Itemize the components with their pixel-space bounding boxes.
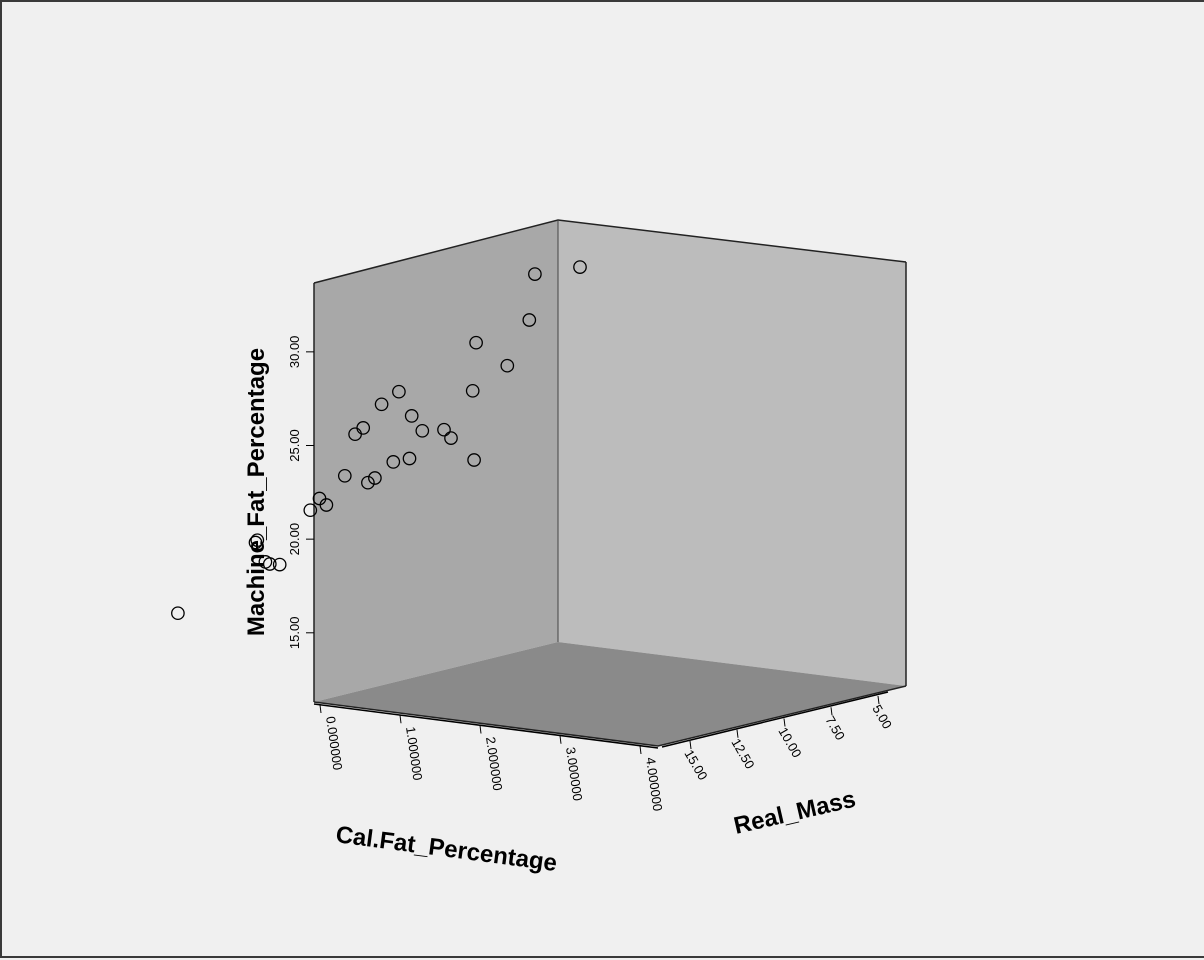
z-tick-label: 5.00 [869,702,895,731]
z-tick-label: 15.00 [681,747,710,783]
z-tick-label: 7.50 [822,713,848,742]
z-tick-mark [689,740,692,750]
data-point [573,260,587,274]
data-point [262,557,277,571]
data-point [303,503,318,518]
y-axis: 15.00 20.00 25.00 30.00 Machine_Fat_Percent… [243,336,314,649]
data-point [522,313,537,327]
y-tick-label: 25.00 [287,429,302,462]
data-point [500,358,515,373]
z-tick-mark [783,718,786,727]
x-tick-mark [639,745,642,755]
z-tick-label: 10.00 [775,725,804,761]
data-point [402,451,417,466]
x-tick-label: 0.000000 [323,715,345,771]
y-axis-title: Machine_Fat_Percentage [243,348,270,636]
data-point [272,557,287,572]
data-point [374,397,389,412]
z-tick-mark [736,729,739,738]
x-tick-label: 2.000000 [483,736,505,792]
y-tick-label: 20.00 [287,523,302,556]
data-point [444,431,458,445]
data-point [469,335,483,350]
data-point [528,267,542,281]
left-wall [314,220,558,702]
z-tick-mark [877,695,880,705]
data-point [465,383,480,398]
front-bottom-edges [313,685,907,747]
x-axis-line [313,703,659,749]
x-tick-mark [399,715,402,724]
data-point [404,409,419,423]
data-point [248,535,263,550]
x-tick-label: 4.000000 [643,756,665,812]
data-point [319,498,334,512]
data-point [368,471,382,485]
z-axis-title: Real_Mass [731,786,858,840]
data-point [171,606,185,621]
back-wall [558,220,906,686]
y-tick-label: 15.00 [287,617,302,650]
x-tick-mark [559,735,562,744]
x-tick-mark [319,704,322,714]
x-tick-label: 3.000000 [563,746,585,802]
data-point [356,421,371,435]
data-point [361,475,375,490]
data-point [337,468,352,483]
data-point [467,453,481,467]
z-tick-mark [830,707,833,716]
data-point [392,384,406,399]
data-point [437,422,451,437]
x-tick-mark [479,725,482,734]
plot-box [313,219,907,747]
z-axis-line [661,691,889,748]
data-point [250,533,265,548]
floor [314,642,906,746]
y-tick-label: 30.00 [287,336,302,369]
data-point [386,455,401,469]
x-tick-label: 1.000000 [403,726,425,782]
data-point [415,423,430,438]
z-tick-label: 12.50 [728,736,757,772]
data-points [171,260,587,621]
x-axis-title: Cal.Fat_Percentage [334,821,558,877]
